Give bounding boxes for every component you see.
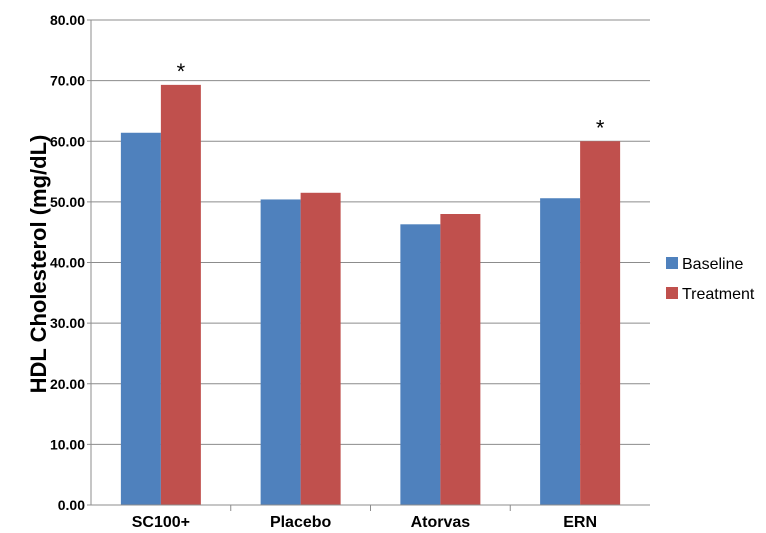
y-tick-label: 30.00 <box>50 315 85 331</box>
y-tick-labels: 0.00 10.00 20.00 30.00 40.00 50.00 60.00 70.00 8… <box>50 12 85 513</box>
significance-marker: * <box>177 59 186 84</box>
y-tick-label: 60.00 <box>50 133 85 149</box>
y-tick-label: 50.00 <box>50 194 85 210</box>
y-tick-label: 0.00 <box>58 497 85 513</box>
bar-baseline-1 <box>260 199 301 505</box>
legend-swatch-treatment <box>666 287 678 299</box>
legend-label-treatment: Treatment <box>682 286 755 303</box>
bar-baseline-3 <box>540 198 581 506</box>
y-tick-label: 10.00 <box>50 436 85 452</box>
axes <box>87 19 650 511</box>
legend: Baseline Treatment <box>666 256 755 303</box>
x-tick-label: Atorvas <box>411 514 471 531</box>
y-tick-label: 80.00 <box>50 12 85 28</box>
y-tick-label: 40.00 <box>50 255 85 271</box>
bar-baseline-0 <box>120 132 161 505</box>
x-tick-label: SC100+ <box>132 514 190 531</box>
y-tick-label: 20.00 <box>50 376 85 392</box>
bar-treatment-1 <box>300 192 341 505</box>
significance-marker: * <box>596 115 605 140</box>
x-tick-labels: SC100+ Placebo Atorvas ERN <box>132 514 597 531</box>
y-tick-label: 70.00 <box>50 73 85 89</box>
x-tick-label: ERN <box>563 514 597 531</box>
annotations: ** <box>177 59 605 140</box>
bar-treatment-0 <box>160 84 201 506</box>
bars <box>120 84 621 506</box>
y-axis-title: HDL Cholesterol (mg/dL) <box>26 135 51 394</box>
bar-treatment-2 <box>440 214 481 505</box>
bar-baseline-2 <box>400 224 441 505</box>
legend-label-baseline: Baseline <box>682 256 743 273</box>
x-tick-label: Placebo <box>270 514 332 531</box>
bar-treatment-3 <box>580 141 621 505</box>
legend-swatch-baseline <box>666 257 678 269</box>
